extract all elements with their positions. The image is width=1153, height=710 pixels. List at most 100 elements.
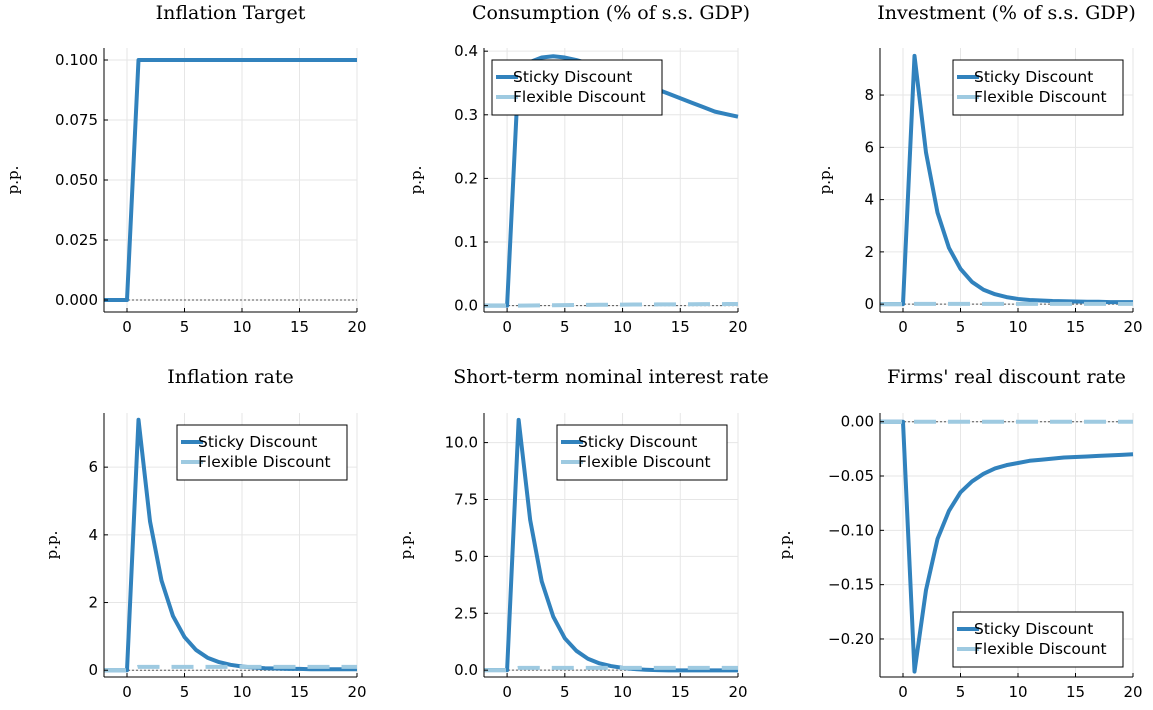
chart-panel-1: 0 5 10 15 20 0.000 0.025 0.050 0.075 0.100 Inflati… [4,2,367,336]
legend: Sticky Discount Flexible Discount [556,424,728,481]
y-tick-label: 2 [864,243,874,261]
y-tick-label: −0.05 [828,467,874,485]
series-line-flexible [484,301,739,308]
y-tick-label: 4 [864,191,874,209]
y-tick-label: 2 [88,594,98,612]
legend-label: Flexible Discount [513,88,646,106]
x-tick-label: 5 [956,318,966,336]
x-tick-label: 15 [1066,683,1085,701]
y-tick-label: 6 [864,138,874,156]
x-tick-label: 20 [347,318,366,336]
chart-panel-6: 0 5 10 15 20 0.00 −0.05 −0.10 −0.15 −0.20 Firms' r… [776,366,1143,701]
y-tick-label: 0 [864,295,874,313]
y-tick-label: −0.10 [828,521,874,539]
y-tick-label: 0.025 [55,231,98,249]
x-tick-label: 20 [347,683,366,701]
y-tick-label: 0.2 [454,169,478,187]
y-axis-label: p.p. [776,531,794,560]
y-axis-label: p.p. [4,166,22,195]
chart-title: Inflation Target [156,2,306,24]
y-tick-label: 0.100 [55,51,98,69]
x-tick-label: 0 [898,683,908,701]
y-tick-label: 0.075 [55,111,98,129]
series-line-sticky [104,58,357,302]
chart-title: Short-term nominal interest rate [453,366,769,388]
x-tick-label: 5 [560,683,570,701]
y-axis-label: p.p. [816,166,834,195]
legend-label: Flexible Discount [578,453,711,471]
y-tick-label: 0.050 [55,171,98,189]
x-tick-label: 20 [1123,318,1142,336]
x-tick-label: 20 [728,683,747,701]
y-tick-label: 10.0 [445,434,478,452]
x-tick-label: 10 [613,318,632,336]
x-tick-label: 15 [1066,318,1085,336]
y-tick-label: 0.00 [841,413,874,431]
y-tick-label: 4 [88,526,98,544]
chart-panel-3: 0 5 10 15 20 0 2 4 6 8 Investment (% of s.s. GDP) p… [816,2,1143,336]
x-tick-label: 0 [502,318,512,336]
y-tick-label: 8 [864,86,874,104]
y-axis-label: p.p. [407,166,425,195]
x-tick-label: 10 [1008,683,1027,701]
x-tick-label: 20 [1123,683,1142,701]
y-tick-label: 0.0 [454,661,478,679]
y-axis-label: p.p. [43,531,61,560]
series-line-sticky [880,419,1134,674]
legend-box [176,424,348,481]
x-tick-label: 5 [180,683,190,701]
y-axis-label: p.p. [397,531,415,560]
chart-title: Firms' real discount rate [887,366,1126,388]
legend-label: Flexible Discount [198,453,331,471]
x-tick-label: 10 [1008,318,1027,336]
x-tick-label: 15 [290,683,309,701]
chart-panel-5: 0 5 10 15 20 0.0 2.5 5.0 7.5 10.0 Short-term nomin… [397,366,769,701]
y-tick-label: 0 [88,661,98,679]
legend-label: Sticky Discount [198,433,317,451]
y-tick-label: 0.000 [55,291,98,309]
legend-box [491,59,663,116]
y-tick-label: 0.1 [454,233,478,251]
chart-title: Consumption (% of s.s. GDP) [472,2,750,24]
y-tick-label: 0.4 [454,42,478,60]
series-line-flexible [104,664,357,673]
x-tick-label: 5 [180,318,190,336]
legend: Sticky Discount Flexible Discount [952,611,1124,668]
legend-label: Sticky Discount [974,620,1093,638]
chart-panel-4: 0 5 10 15 20 0 2 4 6 Inflation rate p.p. Sticky Dis… [43,366,367,701]
x-tick-label: 10 [232,318,251,336]
y-tick-label: −0.20 [828,630,874,648]
chart-title: Inflation rate [167,366,293,388]
legend-box [556,424,728,481]
y-tick-label: 6 [88,458,98,476]
legend-label: Sticky Discount [513,68,632,86]
legend-label: Sticky Discount [974,68,1093,86]
x-tick-label: 5 [560,318,570,336]
chart-panel-2: 0 5 10 15 20 0.0 0.1 0.2 0.3 0.4 Consumption (% of… [407,2,750,336]
x-tick-label: 0 [122,318,132,336]
x-tick-label: 5 [956,683,966,701]
x-tick-label: 0 [122,683,132,701]
legend: Sticky Discount Flexible Discount [176,424,348,481]
y-tick-label: 0.0 [454,297,478,315]
x-tick-label: 15 [671,318,690,336]
y-tick-label: 7.5 [454,490,478,508]
legend: Sticky Discount Flexible Discount [952,59,1124,116]
y-tick-label: −0.15 [828,576,874,594]
legend-label: Sticky Discount [578,433,697,451]
x-tick-label: 20 [728,318,747,336]
series-line-sticky [880,53,1133,307]
legend-label: Flexible Discount [974,88,1107,106]
legend: Sticky Discount Flexible Discount [491,59,663,116]
series-line-sticky [104,417,357,673]
y-tick-label: 5.0 [454,547,478,565]
series-line-flexible [484,665,738,673]
x-tick-label: 15 [290,318,309,336]
legend-label: Flexible Discount [974,640,1107,658]
legend-box [952,611,1124,668]
legend-box [952,59,1124,116]
x-tick-label: 0 [502,683,512,701]
x-tick-label: 10 [232,683,251,701]
y-tick-label: 2.5 [454,604,478,622]
